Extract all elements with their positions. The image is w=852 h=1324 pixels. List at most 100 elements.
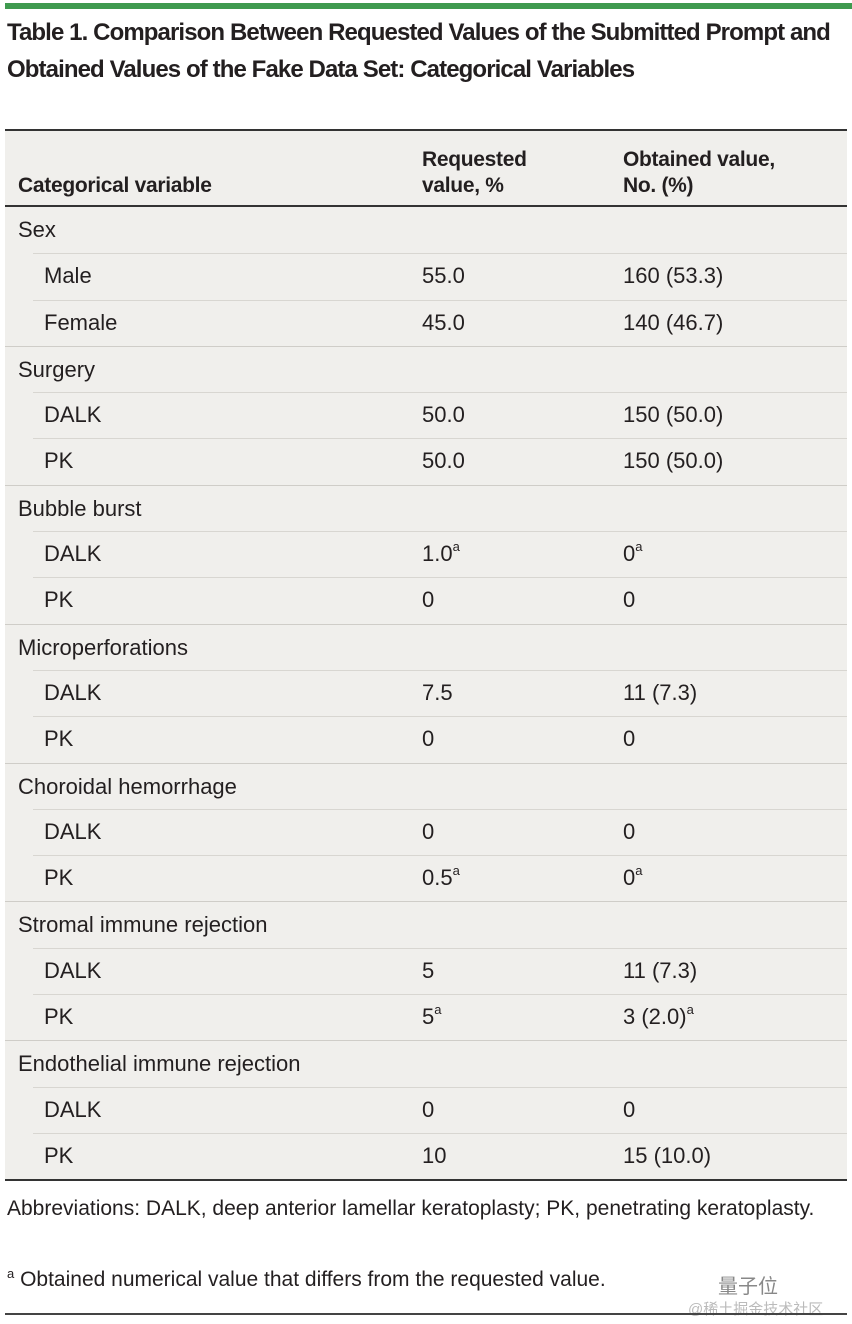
obtained-value-text: 0 xyxy=(623,865,636,891)
row-label-text: PK xyxy=(44,726,74,752)
watermark-logo: 量子位 xyxy=(718,1276,778,1298)
row-label-text: PK xyxy=(44,865,74,891)
table-row: DALK 0 0 xyxy=(5,1086,847,1133)
row-label: DALK xyxy=(44,958,101,984)
table-row: PK 50.0 150 (50.0) xyxy=(5,438,847,484)
requested-value: 0 xyxy=(422,819,434,845)
row-label-text: Stromal immune rejection xyxy=(18,912,268,938)
footnote-marker: a xyxy=(452,863,460,879)
requested-value-text: 7.5 xyxy=(422,679,453,705)
row-label: PK xyxy=(44,587,73,613)
requested-value-text: 0 xyxy=(422,818,435,844)
table-row: PK 5a 3 (2.0)a xyxy=(5,994,847,1040)
bottom-rule xyxy=(5,1313,847,1315)
obtained-value: 15 (10.0) xyxy=(623,1143,711,1169)
table-group-row: Sex xyxy=(5,207,847,253)
row-label-text: DALK xyxy=(44,679,102,705)
requested-value-text: 5 xyxy=(422,957,435,983)
table-row: DALK 5 11 (7.3) xyxy=(5,947,847,994)
requested-value: 10 xyxy=(422,1143,446,1169)
requested-value-text: 0 xyxy=(422,587,435,613)
footnote-marker: a xyxy=(686,1002,694,1018)
row-label-text: PK xyxy=(44,1142,74,1168)
requested-value-text: 0 xyxy=(422,726,435,752)
obtained-value-text: 11 (7.3) xyxy=(623,679,698,705)
obtained-value-text: 0 xyxy=(623,818,636,844)
table-row: Male 55.0 160 (53.3) xyxy=(5,253,847,299)
row-label-text: Female xyxy=(44,309,118,335)
row-label-text: DALK xyxy=(44,1096,102,1122)
header-categorical-variable: Categorical variable xyxy=(18,174,212,197)
table-group-row: Endothelial immune rejection xyxy=(5,1040,847,1086)
obtained-value: 0a xyxy=(623,539,643,567)
table-group-row: Surgery xyxy=(5,345,847,392)
row-label-text: DALK xyxy=(44,402,102,428)
row-label: Sex xyxy=(18,217,56,243)
row-label-text: DALK xyxy=(44,957,102,983)
table-row: DALK 1.0 a 0a xyxy=(5,531,847,577)
obtained-value: 140 (46.7) xyxy=(623,310,723,336)
table-row: Female 45.0 140 (46.7) xyxy=(5,299,847,346)
row-label-text: DALK xyxy=(44,541,102,567)
obtained-value-text: 0 xyxy=(623,726,636,752)
table-row: PK 0 0 xyxy=(5,577,847,623)
requested-value-text: 50.0 xyxy=(422,448,465,474)
row-label: Choroidal hemorrhage xyxy=(18,774,237,800)
row-label: Bubble burst xyxy=(18,496,142,522)
row-label: PK xyxy=(44,1004,73,1030)
table-row: DALK 0 0 xyxy=(5,808,847,855)
obtained-value-text: 0 xyxy=(623,587,636,613)
row-label-text: Sex xyxy=(18,217,56,242)
table-row: PK 0 0 xyxy=(5,716,847,762)
footnote-marker: a xyxy=(434,1002,442,1018)
obtained-value: 0 xyxy=(623,1097,635,1123)
obtained-value-text: 0 xyxy=(623,1096,636,1122)
obtained-value: 0a xyxy=(623,863,642,891)
requested-value: 5a xyxy=(422,1002,442,1030)
table-group-row: Choroidal hemorrhage xyxy=(5,762,847,809)
row-label-text: Surgery xyxy=(18,356,96,382)
obtained-value-text: 140 (46.7) xyxy=(623,309,724,335)
requested-value: 5 xyxy=(422,958,434,984)
row-label-text: PK xyxy=(44,587,74,613)
requested-value-text: 50.0 xyxy=(422,402,465,428)
obtained-value: 0 xyxy=(623,587,635,613)
table-group-row: Microperforations xyxy=(5,623,847,670)
row-label-text: PK xyxy=(44,448,74,474)
obtained-value-text: 3 (2.0) xyxy=(623,1004,687,1030)
requested-value: 50.0 xyxy=(422,402,465,428)
table-group-row: Bubble burst xyxy=(5,484,847,531)
data-table: Categorical variable Requested value, % … xyxy=(5,129,847,1182)
row-label: Surgery xyxy=(18,357,95,383)
obtained-value-text: 160 (53.3) xyxy=(623,263,724,289)
requested-value-text: 1.0 xyxy=(422,541,453,567)
row-label: DALK xyxy=(44,680,101,706)
row-label-text: DALK xyxy=(44,818,102,844)
requested-value: 0.5a xyxy=(422,863,460,891)
requested-value: 0 xyxy=(422,726,434,752)
table-body: Sex Male 55.0 160 (53.3) Female 45.0 140 (46.7… xyxy=(5,207,847,1179)
requested-value-text: 10 xyxy=(422,1142,447,1168)
requested-value-text: 55.0 xyxy=(422,263,465,289)
footnote-text: Obtained numerical value that differs fr… xyxy=(14,1268,606,1291)
obtained-value-text: 0 xyxy=(623,541,636,567)
obtained-value: 11 (7.3) xyxy=(623,958,697,984)
table-row: DALK 50.0 150 (50.0) xyxy=(5,392,847,438)
table-row: PK 0.5a 0a xyxy=(5,855,847,901)
footnote-marker: a xyxy=(635,539,643,555)
row-label-text: Bubble burst xyxy=(18,495,142,521)
requested-value-text: 0.5 xyxy=(422,865,453,891)
obtained-value: 150 (50.0) xyxy=(623,448,723,474)
requested-value: 7.5 xyxy=(422,680,453,706)
row-label: PK xyxy=(44,1143,73,1169)
row-label-text: Endothelial immune rejection xyxy=(18,1051,301,1077)
obtained-value: 160 (53.3) xyxy=(623,263,723,289)
row-label: Female xyxy=(44,310,117,336)
row-label: DALK xyxy=(44,541,101,567)
table-row: PK 10 15 (10.0) xyxy=(5,1132,847,1179)
obtained-value: 11 (7.3) xyxy=(623,680,697,706)
obtained-value-text: 150 (50.0) xyxy=(623,448,724,474)
obtained-value: 0 xyxy=(623,726,635,752)
obtained-value: 150 (50.0) xyxy=(623,402,723,428)
row-label: PK xyxy=(44,865,73,891)
